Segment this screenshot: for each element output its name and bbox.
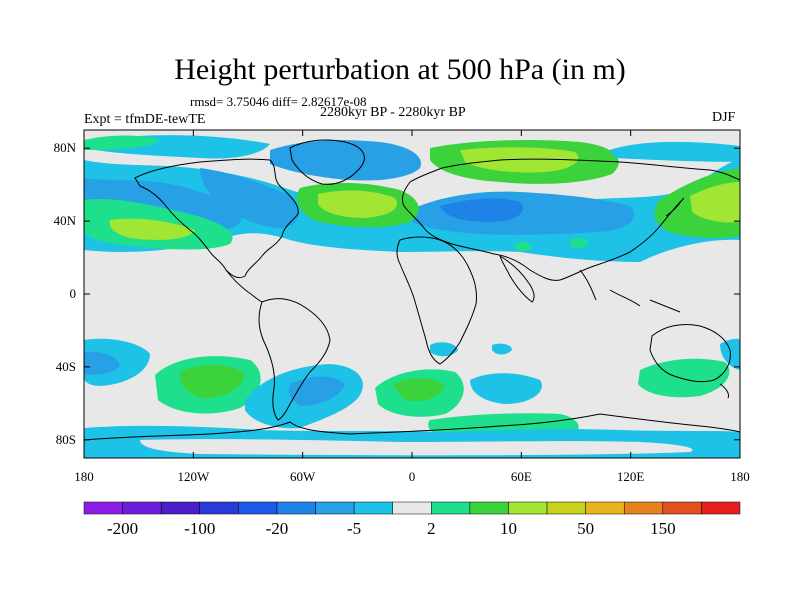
lon-label: 60W	[290, 469, 316, 484]
coast-india	[499, 254, 535, 303]
colorbar-box	[353, 501, 393, 515]
wpac-yellow	[690, 182, 740, 223]
colorbar-box	[276, 501, 316, 515]
colorbar-box	[469, 501, 509, 515]
colorbar-label: -200	[106, 519, 139, 538]
experiment-label: Expt = tfmDE-tewTE	[84, 112, 206, 127]
coast-eurasia	[401, 158, 740, 281]
antarctic-light	[140, 439, 693, 456]
colorbar-box	[662, 501, 702, 515]
indian-cyan-patch	[430, 342, 458, 357]
sind-green-inner	[392, 378, 445, 402]
colorbar	[83, 501, 741, 515]
lat-label: 40S	[55, 358, 76, 374]
lat-label: 0	[69, 286, 77, 301]
colorbar-label: 10	[499, 519, 517, 538]
colorbar-label: 150	[650, 519, 676, 538]
coast-australia	[649, 323, 731, 383]
rmsd-stats: rmsd= 3.75046 diff= 2.82617e-08	[190, 94, 367, 109]
colorbar-box	[315, 501, 355, 515]
eurasia-blue-inner	[440, 198, 524, 222]
axis-ticks	[83, 130, 741, 458]
coast-greenland	[289, 139, 365, 185]
equatorial-green-patch2	[570, 237, 588, 249]
coast-japan	[665, 199, 683, 217]
season-label: DJF	[712, 110, 736, 125]
colorbar-box	[701, 501, 741, 515]
coast-se-asia	[579, 269, 681, 313]
colorbar-box	[546, 501, 586, 515]
lat-label: 80N	[53, 140, 76, 156]
colorbar-box	[160, 501, 201, 515]
namer-blue	[200, 168, 299, 228]
aleutian-yellow	[109, 218, 195, 240]
coast-africa	[396, 236, 477, 365]
lon-label: 120E	[616, 469, 645, 484]
greenland-blue	[270, 140, 421, 181]
colorbar-label: -100	[184, 519, 216, 538]
colorbar-box	[585, 501, 625, 515]
satl-blue	[288, 376, 345, 406]
colorbar-box	[238, 501, 278, 515]
coastlines	[84, 139, 740, 441]
indian-cyan-patch2	[492, 343, 512, 355]
height-field	[84, 135, 740, 458]
period-label: 2280kyr BP - 2280kyr BP	[320, 105, 466, 120]
lon-label: 180	[74, 469, 94, 484]
natl-yellow	[318, 190, 397, 218]
lon-label: 0	[408, 469, 416, 484]
spac-green-inner	[179, 364, 245, 399]
colorbar-box	[392, 501, 432, 515]
lat-label: 40N	[53, 213, 76, 229]
colorbar-box	[122, 501, 162, 515]
npole-blue	[610, 141, 740, 162]
colorbar-box	[623, 501, 664, 515]
coast-new-zealand	[719, 383, 729, 399]
lon-label: 180	[730, 469, 750, 484]
colorbar-box	[431, 501, 471, 515]
lon-label: 120W	[177, 469, 210, 484]
sind-cyan	[470, 373, 542, 404]
coast-north-america	[134, 158, 299, 279]
npac-blue	[84, 178, 242, 231]
spac-cyan2	[84, 351, 120, 375]
colorbar-box	[83, 501, 123, 515]
coast-central-america	[225, 269, 263, 303]
coast-south-america	[258, 298, 331, 421]
lon-label: 60E	[510, 469, 532, 484]
colorbar-box	[199, 501, 239, 515]
equatorial-green-patch	[515, 241, 532, 251]
colorbar-label: 2	[427, 519, 436, 538]
coast-antarctica	[84, 413, 740, 441]
lat-label: 80S	[55, 431, 76, 447]
colorbar-label: -5	[347, 519, 362, 538]
arctic-green-strip	[84, 135, 160, 150]
colorbar-label: -20	[265, 519, 289, 538]
colorbar-label: 50	[577, 519, 595, 538]
plot-title: Height perturbation at 500 hPa (in m)	[174, 53, 626, 86]
colorbar-box	[508, 501, 548, 515]
